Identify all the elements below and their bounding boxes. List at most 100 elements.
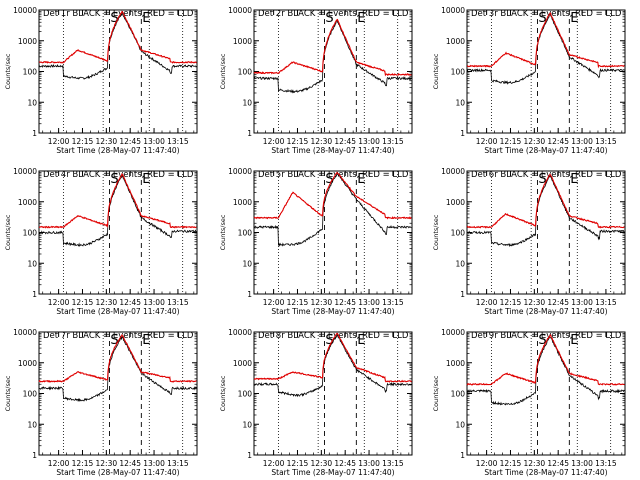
y-tick-label: 10000 (228, 6, 252, 15)
y-tick-label: 10 (27, 98, 37, 107)
x-axis-label: Start Time (28-May-07 11:47:40) (56, 468, 179, 477)
y-tick-label: 1000 (18, 198, 37, 207)
x-tick-label: 12:45 (334, 459, 356, 468)
x-tick-label: 13:15 (382, 298, 404, 307)
y-tick-label: 10 (27, 259, 37, 268)
marker-label: E (570, 333, 578, 348)
marker-label: S (110, 172, 118, 187)
x-tick-label: 13:15 (382, 137, 404, 146)
x-tick-label: 12:45 (547, 459, 569, 468)
x-tick-label: 12:00 (263, 298, 285, 307)
y-tick-label: 10 (242, 420, 252, 429)
lld-series-line (467, 12, 625, 69)
y-tick-label: 10 (455, 420, 465, 429)
y-axis-label: Counts/sec (4, 214, 12, 250)
x-axis-label: Start Time (28-May-07 11:47:40) (484, 146, 607, 155)
x-tick-label: 12:30 (96, 137, 118, 146)
x-tick-label: 12:30 (311, 459, 333, 468)
y-tick-label: 1 (460, 451, 465, 460)
y-tick-label: 10000 (228, 328, 252, 337)
lld-series-line (38, 10, 197, 64)
x-tick-label: 12:15 (72, 459, 94, 468)
x-tick-label: 12:15 (287, 137, 309, 146)
y-axis-label: Counts/sec (219, 214, 227, 250)
lld-series-line (38, 172, 197, 229)
x-tick-label: 12:30 (96, 459, 118, 468)
y-tick-label: 100 (451, 390, 466, 399)
x-tick-label: 12:15 (500, 137, 522, 146)
x-tick-label: 13:00 (143, 298, 165, 307)
x-tick-label: 12:30 (311, 298, 333, 307)
y-tick-label: 10 (455, 98, 465, 107)
panel-title: Det 9r BLACK = Events, RED = LLD (471, 331, 622, 341)
x-axis-label: Start Time (28-May-07 11:47:40) (484, 468, 607, 477)
y-tick-label: 10000 (441, 167, 465, 176)
y-axis-label: Counts/sec (219, 375, 227, 411)
y-tick-label: 1 (32, 451, 37, 460)
marker-label: S (538, 11, 546, 26)
x-tick-label: 13:00 (143, 459, 165, 468)
x-tick-label: 13:00 (358, 459, 380, 468)
y-tick-label: 1 (247, 451, 252, 460)
panel-title: Det 1r BLACK = Events, RED = LLD (43, 9, 194, 19)
y-tick-label: 10 (242, 98, 252, 107)
lld-series-line (38, 333, 197, 383)
x-tick-label: 12:00 (476, 137, 498, 146)
marker-label: E (570, 172, 578, 187)
panel-title: Det 5r BLACK = Events, RED = LLD (258, 170, 409, 180)
y-tick-label: 1 (247, 290, 252, 299)
y-tick-label: 1000 (446, 359, 465, 368)
marker-label: E (142, 172, 150, 187)
x-tick-label: 12:15 (72, 137, 94, 146)
y-tick-label: 100 (23, 68, 38, 77)
events-series-line (253, 19, 412, 94)
x-tick-label: 12:00 (48, 298, 70, 307)
x-tick-label: 13:15 (595, 459, 617, 468)
marker-label: E (142, 11, 150, 26)
events-series-line (38, 336, 197, 403)
events-series-line (466, 174, 625, 248)
lld-series-line (466, 173, 625, 229)
lld-series-line (253, 171, 412, 220)
panel-title: Det 7r BLACK = Events, RED = LLD (43, 331, 194, 341)
x-tick-label: 13:15 (167, 298, 189, 307)
lld-series-line (253, 18, 412, 77)
y-tick-label: 100 (23, 229, 38, 238)
x-tick-label: 12:00 (48, 459, 70, 468)
marker-label: S (110, 333, 118, 348)
y-tick-label: 10000 (228, 167, 252, 176)
events-series-line (38, 174, 197, 247)
panel-title: Det 3r BLACK = Events, RED = LLD (471, 9, 622, 19)
marker-label: E (570, 11, 578, 26)
marker-label: E (142, 333, 150, 348)
x-axis-label: Start Time (28-May-07 11:47:40) (271, 468, 394, 477)
y-tick-label: 1000 (233, 359, 252, 368)
x-tick-label: 12:45 (547, 298, 569, 307)
y-axis-label: Counts/sec (432, 53, 440, 89)
panel-title: Det 6r BLACK = Events, RED = LLD (471, 170, 622, 180)
y-tick-label: 1 (32, 290, 37, 299)
y-tick-label: 1 (460, 290, 465, 299)
y-tick-label: 100 (238, 229, 253, 238)
marker-label: E (357, 11, 365, 26)
y-tick-label: 10000 (441, 6, 465, 15)
x-axis-label: Start Time (28-May-07 11:47:40) (484, 307, 607, 316)
x-axis-label: Start Time (28-May-07 11:47:40) (271, 146, 394, 155)
marker-label: E (357, 333, 365, 348)
events-series-line (253, 171, 412, 247)
y-tick-label: 10000 (13, 167, 37, 176)
y-tick-label: 100 (238, 390, 253, 399)
y-tick-label: 1 (32, 129, 37, 138)
y-axis-label: Counts/sec (432, 214, 440, 250)
x-tick-label: 13:15 (167, 459, 189, 468)
x-tick-label: 13:15 (595, 137, 617, 146)
y-tick-label: 100 (451, 229, 466, 238)
y-tick-label: 10000 (13, 328, 37, 337)
x-tick-label: 13:15 (167, 137, 189, 146)
